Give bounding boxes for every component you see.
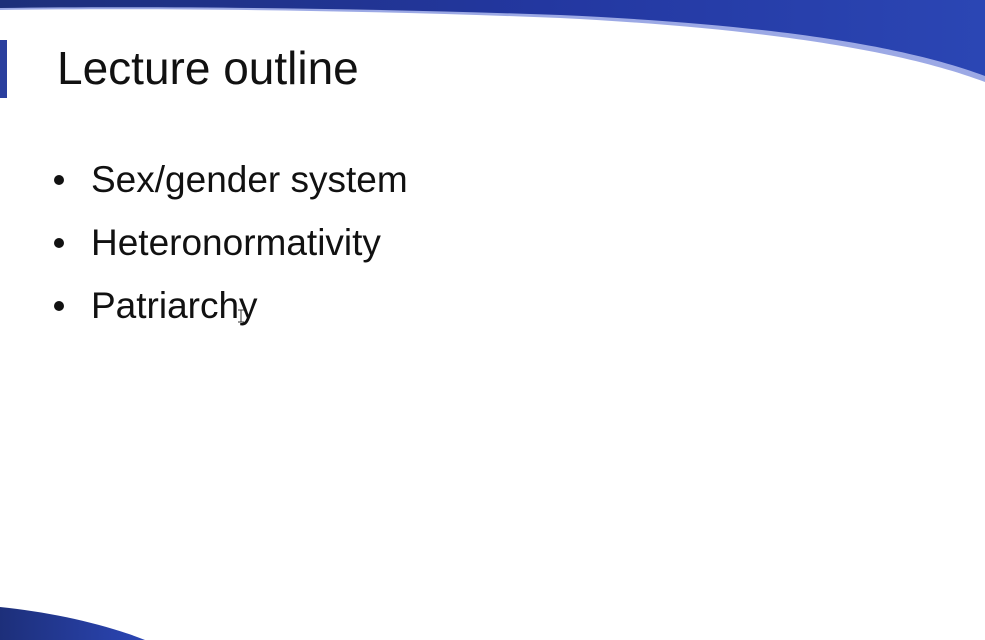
bottom-banner	[0, 607, 145, 640]
bullet-dot-icon	[54, 174, 64, 185]
bullet-list: Sex/gender system Heteronormativity Patr…	[54, 148, 408, 337]
bullet-dot-icon	[54, 237, 64, 248]
left-accent-bar	[0, 40, 7, 98]
bullet-text: Heteronormativity	[91, 221, 381, 263]
bullet-item: Patriarchy	[54, 274, 408, 337]
bullet-text: Sex/gender system	[91, 158, 408, 200]
text-cursor-icon	[238, 309, 244, 323]
bullet-dot-icon	[54, 300, 64, 311]
bullet-item: Heteronormativity	[54, 211, 408, 274]
bullet-text: Patriarchy	[91, 284, 258, 326]
top-banner	[0, 0, 985, 76]
bullet-item: Sex/gender system	[54, 148, 408, 211]
slide-title: Lecture outline	[57, 42, 359, 94]
